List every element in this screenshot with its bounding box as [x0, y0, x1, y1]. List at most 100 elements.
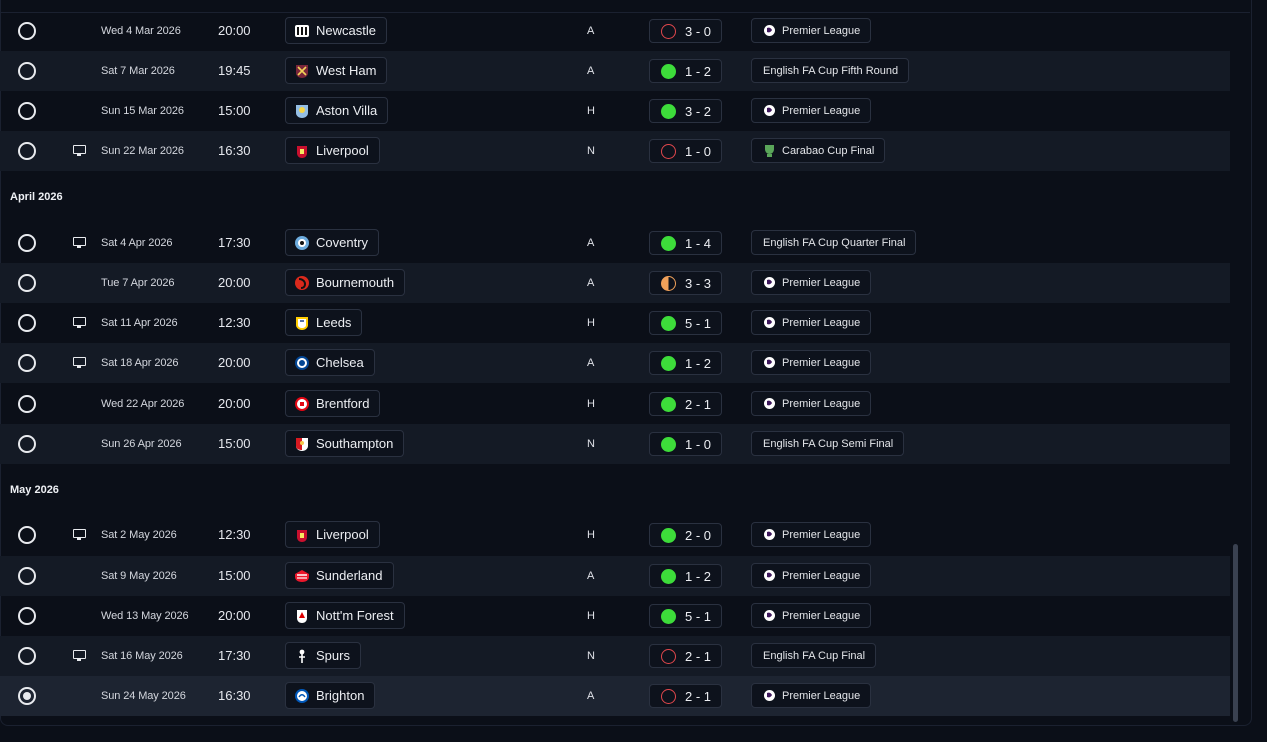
fixture-row[interactable]: Sat 9 May 2026 15:00 Sunderland A 1 - 2 Premi… [0, 556, 1230, 596]
result-button[interactable]: 2 - 1 [649, 684, 722, 708]
select-radio[interactable] [18, 142, 36, 160]
opponent-button[interactable]: Brighton [285, 682, 375, 709]
fixture-row[interactable]: Wed 22 Apr 2026 20:00 Brentford H 2 - 1 Premi… [0, 384, 1230, 424]
match-score: 2 - 1 [685, 689, 711, 704]
competition-button[interactable]: Premier League [751, 603, 871, 628]
select-radio[interactable] [18, 22, 36, 40]
select-radio[interactable] [18, 647, 36, 665]
fixture-date: Wed 4 Mar 2026 [101, 11, 181, 51]
result-button[interactable]: 1 - 2 [649, 564, 722, 588]
competition-button[interactable]: Premier League [751, 98, 871, 123]
result-button[interactable]: 1 - 2 [649, 351, 722, 375]
competition-button[interactable]: Premier League [751, 522, 871, 547]
competition-button[interactable]: Premier League [751, 270, 871, 295]
opponent-button[interactable]: Sunderland [285, 562, 394, 589]
competition-name: Premier League [782, 357, 860, 369]
competition-button[interactable]: Premier League [751, 350, 871, 375]
competition-button[interactable]: Premier League [751, 391, 871, 416]
kickoff-time: 19:45 [218, 51, 251, 91]
opponent-button[interactable]: Liverpool [285, 137, 380, 164]
competition-button[interactable]: English FA Cup Final [751, 643, 876, 668]
opponent-button[interactable]: Leeds [285, 309, 362, 336]
fixture-row[interactable]: Sat 2 May 2026 12:30 Liverpool H 2 - 0 Premie… [0, 515, 1230, 555]
result-draw-icon [661, 276, 676, 291]
result-button[interactable]: 2 - 1 [649, 392, 722, 416]
match-score: 3 - 0 [685, 24, 711, 39]
select-radio[interactable] [18, 567, 36, 585]
competition-button[interactable]: English FA Cup Quarter Final [751, 230, 916, 255]
result-button[interactable]: 1 - 0 [649, 432, 722, 456]
competition-button[interactable]: Carabao Cup Final [751, 138, 885, 163]
premier-league-icon [763, 528, 776, 542]
scrollbar-thumb[interactable] [1233, 544, 1238, 722]
opponent-button[interactable]: Coventry [285, 229, 379, 256]
result-button[interactable]: 2 - 1 [649, 644, 722, 668]
kickoff-time: 15:00 [218, 91, 251, 131]
opponent-button[interactable]: Spurs [285, 642, 361, 669]
opponent-name: Leeds [316, 315, 351, 330]
premier-league-icon [763, 316, 776, 330]
select-radio[interactable] [18, 314, 36, 332]
competition-button[interactable]: English FA Cup Fifth Round [751, 58, 909, 83]
select-radio[interactable] [18, 435, 36, 453]
result-button[interactable]: 1 - 2 [649, 59, 722, 83]
fixture-row[interactable]: Wed 13 May 2026 20:00 Nott'm Forest H 5 - 1 P… [0, 596, 1230, 636]
select-radio[interactable] [18, 526, 36, 544]
select-radio[interactable] [18, 687, 36, 705]
result-button[interactable]: 3 - 0 [649, 19, 722, 43]
premier-league-icon [763, 276, 776, 290]
select-radio[interactable] [18, 102, 36, 120]
select-radio[interactable] [18, 607, 36, 625]
kickoff-time: 16:30 [218, 131, 251, 171]
select-radio[interactable] [18, 62, 36, 80]
select-radio[interactable] [18, 234, 36, 252]
select-radio[interactable] [18, 395, 36, 413]
opponent-button[interactable]: Bournemouth [285, 269, 405, 296]
select-radio[interactable] [18, 354, 36, 372]
competition-name: English FA Cup Final [763, 650, 865, 662]
opponent-button[interactable]: Brentford [285, 390, 380, 417]
kickoff-time: 17:30 [218, 223, 251, 263]
competition-button[interactable]: Premier League [751, 310, 871, 335]
opponent-button[interactable]: Newcastle [285, 17, 387, 44]
opponent-button[interactable]: Southampton [285, 430, 404, 457]
fixture-row[interactable]: Wed 4 Mar 2026 20:00 Newcastle A 3 - 0 Premie… [0, 11, 1230, 51]
match-score: 1 - 0 [685, 144, 711, 159]
fixture-row[interactable]: Tue 7 Apr 2026 20:00 Bournemouth A 3 - 3 Prem… [0, 263, 1230, 303]
fixture-row[interactable]: Sun 24 May 2026 16:30 Brighton A 2 - 1 Premie… [0, 676, 1230, 716]
competition-button[interactable]: Premier League [751, 563, 871, 588]
opponent-name: Liverpool [316, 143, 369, 158]
opponent-button[interactable]: Aston Villa [285, 97, 388, 124]
result-button[interactable]: 1 - 0 [649, 139, 722, 163]
competition-name: English FA Cup Semi Final [763, 438, 893, 450]
fixture-row[interactable]: Sun 15 Mar 2026 15:00 Aston Villa H 3 - 2 Pre… [0, 91, 1230, 131]
fixture-row[interactable]: Sat 16 May 2026 17:30 Spurs N 2 - 1 English F… [0, 636, 1230, 676]
result-button[interactable]: 1 - 4 [649, 231, 722, 255]
fixture-row[interactable]: Sat 7 Mar 2026 19:45 West Ham A 1 - 2 English… [0, 51, 1230, 91]
match-score: 1 - 4 [685, 236, 711, 251]
result-button[interactable]: 3 - 3 [649, 271, 722, 295]
competition-button[interactable]: Premier League [751, 18, 871, 43]
result-button[interactable]: 3 - 2 [649, 99, 722, 123]
fixture-row[interactable]: Sun 26 Apr 2026 15:00 Southampton N 1 - 0 Eng… [0, 424, 1230, 464]
result-button[interactable]: 5 - 1 [649, 311, 722, 335]
result-button[interactable]: 5 - 1 [649, 604, 722, 628]
opponent-button[interactable]: West Ham [285, 57, 387, 84]
opponent-button[interactable]: Nott'm Forest [285, 602, 405, 629]
fixture-row[interactable]: Sat 4 Apr 2026 17:30 Coventry A 1 - 4 English… [0, 223, 1230, 263]
premier-league-icon [763, 397, 776, 411]
select-radio[interactable] [18, 274, 36, 292]
competition-name: Premier League [782, 25, 860, 37]
fixture-row[interactable]: Sun 22 Mar 2026 16:30 Liverpool N 1 - 0 Carab… [0, 131, 1230, 171]
result-button[interactable]: 2 - 0 [649, 523, 722, 547]
opponent-button[interactable]: Chelsea [285, 349, 375, 376]
fixture-row[interactable]: Sat 18 Apr 2026 20:00 Chelsea A 1 - 2 Premier… [0, 343, 1230, 383]
coventry-crest-icon [294, 234, 310, 252]
competition-button[interactable]: English FA Cup Semi Final [751, 431, 904, 456]
competition-button[interactable]: Premier League [751, 683, 871, 708]
fixture-row[interactable]: Sat 11 Apr 2026 12:30 Leeds H 5 - 1 Premier L… [0, 303, 1230, 343]
result-win-icon [661, 397, 676, 412]
tv-broadcast-icon [73, 237, 86, 246]
opponent-button[interactable]: Liverpool [285, 521, 380, 548]
competition-name: Premier League [782, 690, 860, 702]
